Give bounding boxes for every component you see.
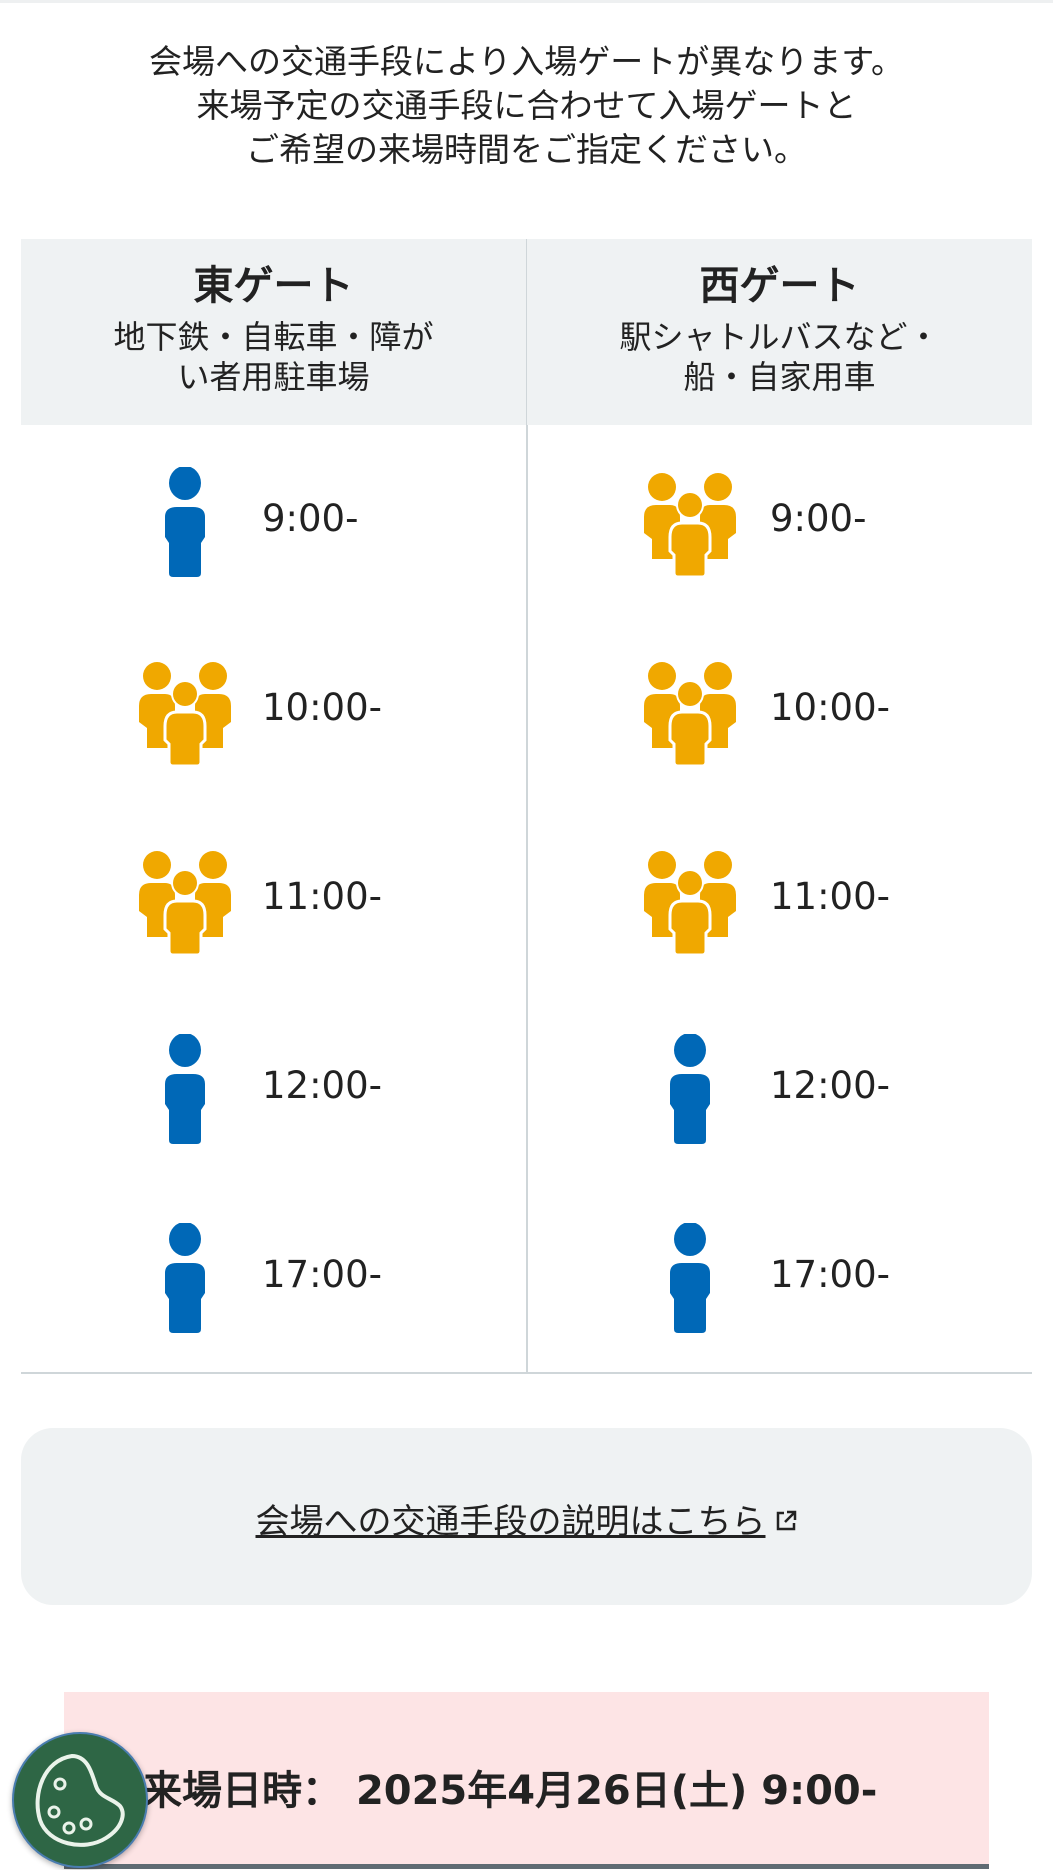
visit-label: 来場日時： [142, 1768, 342, 1814]
visit-value: 2025年4月26日(土) 9:00- [355, 1768, 878, 1814]
visit-datetime-panel: 来場日時： 2025年4月26日(土) 9:00- [64, 1692, 989, 1864]
person-icon [640, 1222, 740, 1333]
transport-info-link[interactable]: 会場への交通手段の説明はこちら [256, 1494, 798, 1543]
time-slot: 9:00- [527, 425, 1032, 614]
time-slot: 10:00- [527, 614, 1032, 803]
gate-header: 西ゲート 駅シャトルバスなど・ 船・自家用車 [527, 239, 1032, 425]
top-divider [0, 0, 1053, 3]
visit-datetime: 来場日時： 2025年4月26日(土) 9:00- [142, 1758, 877, 1816]
person-icon [135, 1222, 235, 1333]
gate-subtitle-line: い者用駐車場 [177, 358, 370, 396]
time-slot: 11:00- [21, 803, 526, 992]
gate-header: 東ゲート 地下鉄・自転車・障が い者用駐車場 [21, 239, 526, 425]
group-icon [135, 845, 235, 957]
group-icon [640, 467, 740, 579]
west-gate-column: 西ゲート 駅シャトルバスなど・ 船・自家用車 9:00- 10:00- 11:00… [527, 239, 1032, 1372]
time-slot: 17:00- [21, 1181, 526, 1370]
gate-subtitle-line: 駅シャトルバスなど・ [619, 318, 940, 356]
time-slot: 11:00- [527, 803, 1032, 992]
slot-time: 10:00- [770, 686, 890, 729]
slot-time: 11:00- [770, 875, 890, 918]
slot-time: 9:00- [262, 497, 359, 540]
intro-line: 来場予定の交通手段に合わせて入場ゲートと [196, 86, 857, 125]
slot-time: 12:00- [262, 1064, 382, 1107]
person-icon [135, 1033, 235, 1144]
intro-line: ご希望の来場時間をご指定ください。 [246, 130, 807, 169]
gate-title: 東ゲート [193, 263, 354, 309]
time-slot: 17:00- [527, 1181, 1032, 1370]
gate-subtitle: 地下鉄・自転車・障が い者用駐車場 [21, 311, 526, 397]
person-icon [640, 1033, 740, 1144]
person-icon [135, 466, 235, 577]
gate-title: 西ゲート [699, 263, 860, 309]
time-slot: 9:00- [21, 425, 526, 614]
slot-time: 17:00- [262, 1253, 382, 1296]
cookie-icon [35, 1753, 125, 1847]
intro-line: 会場への交通手段により入場ゲートが異なります。 [148, 42, 905, 81]
slot-time: 11:00- [262, 875, 382, 918]
gate-subtitle-line: 地下鉄・自転車・障が [113, 318, 434, 356]
east-gate-column: 東ゲート 地下鉄・自転車・障が い者用駐車場 9:00- 10:00- 11:00… [21, 239, 528, 1372]
time-slot: 12:00- [21, 992, 526, 1181]
gate-subtitle-line: 船・自家用車 [683, 358, 876, 396]
gate-time-table: 東ゲート 地下鉄・自転車・障が い者用駐車場 9:00- 10:00- 11:00… [21, 239, 1032, 1374]
group-icon [640, 845, 740, 957]
cookie-settings-button[interactable] [12, 1732, 148, 1868]
bottom-bar [64, 1864, 989, 1869]
intro-text: 会場への交通手段により入場ゲートが異なります。 来場予定の交通手段に合わせて入場… [0, 40, 1053, 172]
external-link-icon [774, 1509, 798, 1540]
group-icon [135, 656, 235, 768]
time-slot: 10:00- [21, 614, 526, 803]
slot-time: 10:00- [262, 686, 382, 729]
time-slot: 12:00- [527, 992, 1032, 1181]
transport-info-box: 会場への交通手段の説明はこちら [21, 1428, 1032, 1605]
slot-time: 9:00- [770, 497, 867, 540]
link-label: 会場への交通手段の説明はこちら [255, 1502, 766, 1542]
gate-subtitle: 駅シャトルバスなど・ 船・自家用車 [527, 311, 1032, 397]
group-icon [640, 656, 740, 768]
slot-time: 17:00- [770, 1253, 890, 1296]
slot-time: 12:00- [770, 1064, 890, 1107]
